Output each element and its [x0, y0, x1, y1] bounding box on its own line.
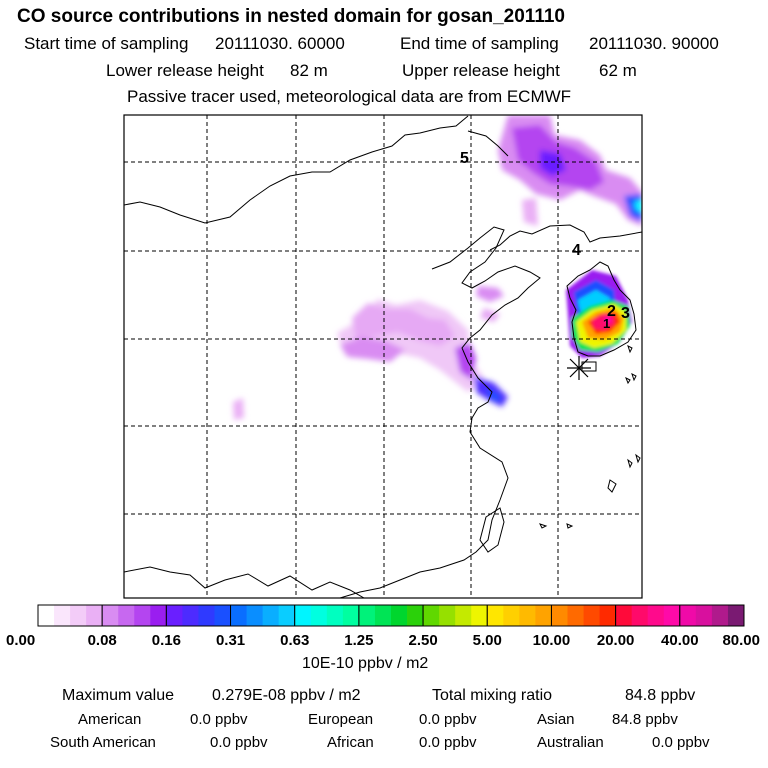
region-australian-name: Australian — [537, 734, 604, 751]
colorbar-swatch — [663, 605, 681, 626]
colorbar-tick-label: 5.00 — [473, 632, 502, 649]
colorbar-swatch — [615, 605, 633, 626]
start-time-value: 20111030. 60000 — [215, 34, 345, 53]
colorbar-swatch — [86, 605, 103, 626]
colorbar-tick-label: 40.00 — [661, 632, 699, 649]
total-mixing-label: Total mixing ratio — [432, 687, 553, 704]
colorbar-tick-label: 1.25 — [344, 632, 373, 649]
region-asian-value: 84.8 ppbv — [612, 711, 678, 728]
colorbar-swatch — [134, 605, 151, 626]
colorbar-swatch — [679, 605, 697, 626]
colorbar-swatch — [455, 605, 472, 626]
region-european-value: 0.0 ppbv — [419, 711, 477, 728]
upper-release-value: 62 m — [599, 61, 637, 80]
region-south-american-value: 0.0 ppbv — [210, 734, 268, 751]
colorbar-swatch — [519, 605, 536, 626]
colorbar-tick-label: 80.00 — [722, 632, 760, 649]
colorbar-swatch — [326, 605, 344, 626]
colorbar-swatch — [423, 605, 440, 626]
end-time-value: 20111030. 90000 — [589, 34, 719, 53]
colorbar-swatch — [727, 605, 745, 626]
colorbar-swatch — [374, 605, 392, 626]
colorbar-swatch — [711, 605, 729, 626]
region-australian-value: 0.0 ppbv — [652, 734, 710, 751]
colorbar-swatch — [535, 605, 552, 626]
colorbar-swatch — [246, 605, 264, 626]
region-asian-name: Asian — [537, 711, 575, 728]
colorbar-swatch — [38, 605, 55, 626]
lower-release-value: 82 m — [290, 61, 328, 80]
colorbar-swatch — [54, 605, 71, 626]
region-south-american-name: South American — [50, 734, 156, 751]
colorbar-tick-label: 2.50 — [408, 632, 437, 649]
colorbar-swatch — [278, 605, 296, 626]
map-frame — [123, 114, 643, 599]
colorbar-swatch — [294, 605, 312, 626]
max-value-label: Maximum value — [62, 687, 175, 704]
colorbar-tick-label: 0.31 — [216, 632, 245, 649]
colorbar-swatch — [310, 605, 328, 626]
plume-inland — [233, 286, 508, 420]
region-american-value: 0.0 ppbv — [190, 711, 248, 728]
max-value: 0.279E-08 ppbv / m2 — [212, 687, 361, 704]
map-area: 5 4 2 3 1 — [124, 115, 642, 598]
colorbar-swatch — [262, 605, 280, 626]
total-mixing-value: 84.8 ppbv — [625, 687, 696, 704]
colorbar-swatch — [695, 605, 713, 626]
colorbar-swatch — [102, 605, 119, 626]
tracer-note: Passive tracer used, meteorological data… — [127, 87, 572, 106]
colorbar-segment — [679, 604, 745, 627]
colorbar-swatch — [599, 605, 617, 626]
chart-title: CO source contributions in nested domain… — [17, 6, 565, 27]
colorbar-swatch — [583, 605, 600, 626]
colorbar-swatch — [182, 605, 199, 626]
colorbar-tick-label: 0.63 — [280, 632, 309, 649]
colorbar-tick-label: 0.16 — [152, 632, 181, 649]
colorbar-swatch — [407, 605, 424, 626]
coastlines — [124, 115, 642, 598]
colorbar — [37, 604, 745, 627]
colorbar-tick-label: 20.00 — [597, 632, 635, 649]
map-label-1: 1 — [603, 316, 610, 331]
colorbar-swatch — [70, 605, 87, 626]
colorbar-swatch — [358, 605, 376, 626]
map-label-5: 5 — [460, 150, 469, 167]
colorbar-swatch — [198, 605, 215, 626]
colorbar-swatch — [439, 605, 456, 626]
colorbar-swatch — [214, 605, 231, 626]
region-european-name: European — [308, 711, 374, 728]
colorbar-tick-label: 0.08 — [88, 632, 117, 649]
colorbar-swatch — [631, 605, 649, 626]
colorbar-unit-label: 10E-10 ppbv / m2 — [302, 655, 429, 672]
colorbar-swatch — [647, 605, 665, 626]
map-label-2: 2 — [607, 303, 616, 320]
colorbar-swatch — [503, 605, 520, 626]
upper-release-label: Upper release height — [402, 61, 560, 80]
lower-release-label: Lower release height — [106, 61, 264, 80]
map-label-4: 4 — [572, 242, 581, 259]
colorbar-swatch — [471, 605, 488, 626]
colorbar-swatch — [342, 605, 360, 626]
colorbar-swatch — [118, 605, 135, 626]
end-time-label: End time of sampling — [400, 34, 559, 53]
colorbar-swatch — [166, 605, 183, 626]
region-african-name: African — [327, 734, 374, 751]
start-time-label: Start time of sampling — [24, 34, 189, 53]
graticule — [124, 115, 642, 598]
colorbar-tick-label: 10.00 — [533, 632, 571, 649]
region-american-name: American — [78, 711, 142, 728]
map-label-3: 3 — [621, 305, 630, 322]
colorbar-swatch — [150, 605, 167, 626]
colorbar-swatch — [391, 605, 408, 626]
colorbar-swatch — [230, 605, 247, 626]
colorbar-swatch — [567, 605, 584, 626]
region-african-value: 0.0 ppbv — [419, 734, 477, 751]
colorbar-swatch — [487, 605, 504, 626]
colorbar-swatch — [551, 605, 568, 626]
colorbar-tick-labels: 0.00 0.08 0.16 0.31 0.63 1.25 2.50 5.00 10.00 20.… — [6, 632, 760, 649]
colorbar-tick-label: 0.00 — [6, 632, 35, 649]
receptor-marker — [567, 356, 591, 380]
